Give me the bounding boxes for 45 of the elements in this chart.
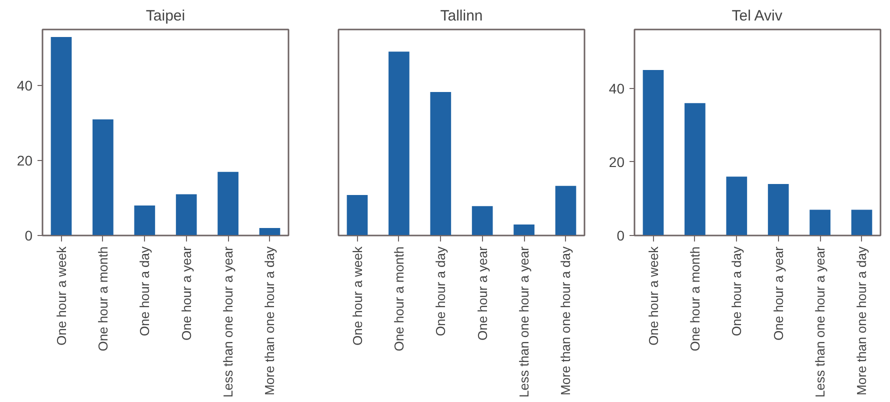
bar: [430, 92, 452, 236]
bar: [514, 224, 534, 236]
x-tick-label: One hour a month: [687, 246, 702, 352]
bar: [810, 210, 830, 236]
bar: [176, 194, 197, 236]
x-tick-label: More than one hour a day: [262, 246, 278, 396]
y-tick-label: 20: [608, 154, 625, 170]
y-tick-label: 20: [16, 152, 33, 169]
chart-title: Tel Aviv: [732, 8, 783, 24]
x-tick-label: Less than one hour a year: [812, 246, 828, 398]
bar: [50, 36, 72, 236]
x-tick-label: One hour a year: [178, 246, 194, 340]
bar: [134, 206, 156, 236]
chart-title: Taipei: [146, 8, 186, 24]
bar: [92, 119, 114, 236]
bar: [684, 103, 706, 236]
bar: [472, 206, 493, 236]
y-tick-label: 0: [616, 228, 625, 244]
x-tick-label: Less than one hour a year: [516, 246, 532, 398]
bar: [388, 52, 410, 236]
bar: [768, 184, 789, 236]
x-tick-label: More than one hour a day: [558, 246, 574, 396]
bar: [726, 176, 748, 236]
bar: [642, 70, 664, 236]
y-tick-label: 0: [24, 228, 33, 244]
x-tick-label: One hour a year: [474, 246, 490, 340]
x-tick-label: One hour a week: [54, 246, 69, 346]
bar: [555, 186, 576, 236]
y-tick-label: 40: [16, 78, 33, 94]
x-tick-label: One hour a week: [646, 246, 661, 346]
bar: [259, 228, 280, 236]
x-tick-label: More than one hour a day: [854, 246, 870, 396]
x-tick-label: One hour a day: [137, 246, 152, 336]
chart-title: Tallinn: [440, 8, 483, 24]
x-tick-label: One hour a year: [770, 246, 786, 340]
x-tick-label: One hour a day: [729, 246, 744, 336]
bar: [218, 172, 238, 236]
x-tick-label: One hour a week: [350, 246, 365, 346]
y-tick-label: 40: [608, 80, 625, 96]
bar: [346, 195, 368, 236]
x-tick-label: One hour a month: [95, 246, 110, 352]
x-tick-label: One hour a day: [433, 246, 448, 336]
bar: [851, 210, 872, 236]
x-tick-label: Less than one hour a year: [220, 246, 236, 398]
x-tick-label: One hour a month: [391, 246, 406, 352]
